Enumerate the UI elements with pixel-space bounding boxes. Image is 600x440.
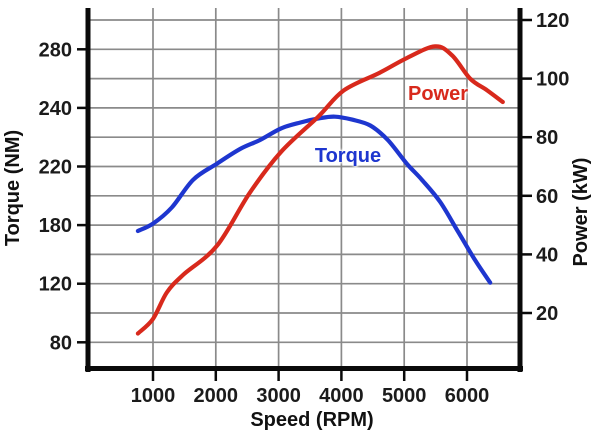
right-tick-label: 20 xyxy=(536,303,558,325)
x-tick-label: 3000 xyxy=(256,385,301,407)
x-axis-title: Speed (RPM) xyxy=(250,409,374,431)
left-tick-label: 240 xyxy=(39,98,72,120)
right-axis-title: Power (kW) xyxy=(570,157,592,267)
left-tick-label: 80 xyxy=(50,332,72,354)
torque-curve xyxy=(135,114,493,285)
left-axis-title: Torque (NM) xyxy=(2,129,24,247)
right-tick-label: 60 xyxy=(536,186,558,208)
x-tick-label: 5000 xyxy=(382,385,427,407)
x-tick-label: 4000 xyxy=(319,385,364,407)
left-tick-label: 180 xyxy=(39,215,72,237)
x-tick-label: 2000 xyxy=(194,385,239,407)
left-tick-label: 280 xyxy=(39,39,72,61)
power-curve xyxy=(135,44,505,336)
right-tick-label: 80 xyxy=(536,127,558,149)
left-tick-label: 120 xyxy=(39,274,72,296)
left-tick-label: 220 xyxy=(39,157,72,179)
torque-curve-label: Torque xyxy=(314,145,382,167)
power-curve-label: Power xyxy=(407,83,469,105)
x-tick-label: 6000 xyxy=(445,385,490,407)
right-tick-label: 40 xyxy=(536,244,558,266)
right-tick-label: 120 xyxy=(536,10,569,32)
x-tick-label: 1000 xyxy=(131,385,176,407)
right-tick-label: 100 xyxy=(536,69,569,91)
